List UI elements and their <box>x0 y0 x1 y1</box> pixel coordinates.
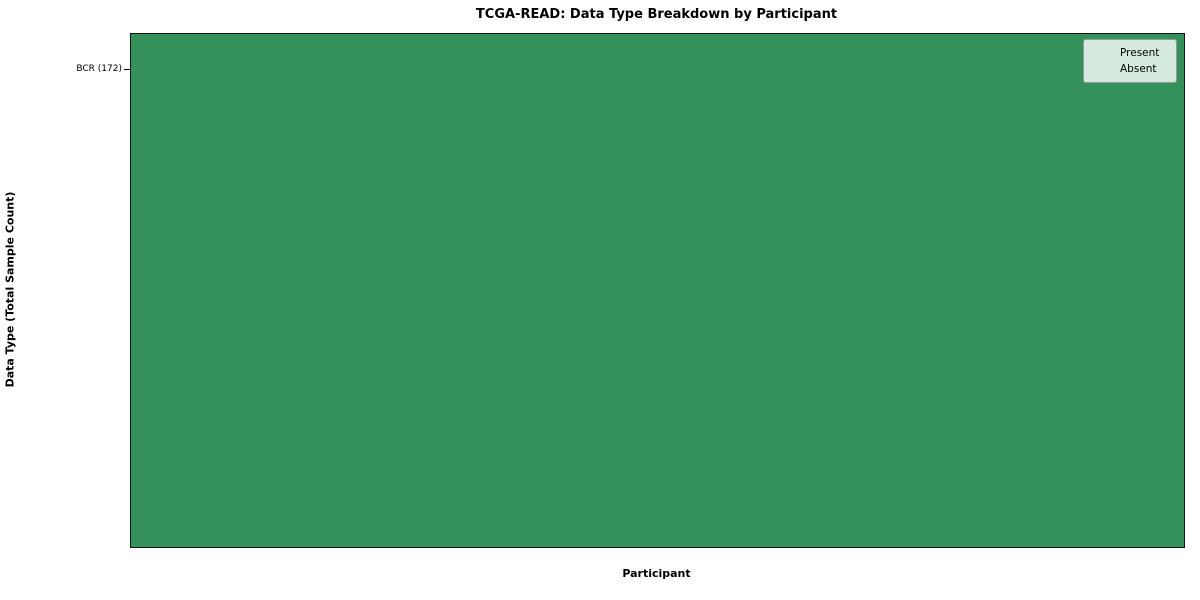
legend-swatch-absent <box>1091 64 1113 75</box>
y-tick-mark <box>124 69 130 71</box>
legend-label-absent: Absent <box>1120 63 1157 75</box>
legend-label-present: Present <box>1120 47 1160 59</box>
legend-entry-present: Present <box>1091 45 1169 61</box>
legend-swatch-present <box>1091 48 1113 59</box>
plot-area <box>130 33 1185 548</box>
heatmap-row-bcr <box>131 34 1184 108</box>
legend: Present Absent <box>1083 39 1177 83</box>
x-axis-title: Participant <box>622 567 691 580</box>
chart-title: TCGA-READ: Data Type Breakdown by Partic… <box>475 7 838 22</box>
y-axis-title: Data Type (Total Sample Count) <box>3 191 17 388</box>
y-tick-label: BCR (172) <box>76 63 122 74</box>
legend-entry-absent: Absent <box>1091 61 1169 77</box>
